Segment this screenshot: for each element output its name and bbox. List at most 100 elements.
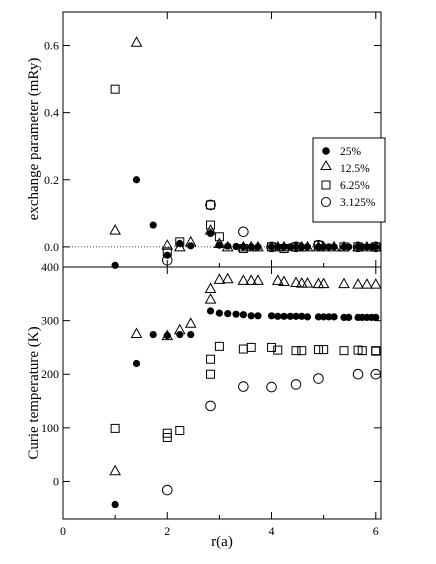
top-data-point-circle (352, 241, 364, 253)
bottom-data-point-filled-circle (298, 312, 306, 320)
top-data-point-square (206, 200, 216, 210)
bottom-data-point-square (297, 346, 307, 356)
legend-marker-circle (321, 197, 331, 207)
top-data-point-filled-circle (132, 176, 141, 184)
top-data-point-square (110, 84, 120, 94)
top-data-point-circle (161, 254, 173, 266)
bottom-data-point-square (110, 423, 120, 433)
bottom-data-point-filled-circle (149, 330, 157, 339)
top-data-point-triangle (237, 240, 250, 252)
bottom-data-point-square (162, 428, 172, 438)
top-data-point-filled-circle (267, 243, 276, 251)
top-ytick-label: 0.2 (44, 173, 59, 187)
bottom-data-point-triangle (338, 277, 350, 289)
bottom-data-point-triangle (245, 274, 258, 285)
bottom-data-point-square (339, 346, 349, 356)
xtick-label: 0 (60, 524, 66, 538)
bottom-data-point-triangle (109, 464, 121, 476)
bottom-ytick-label: 300 (41, 314, 59, 328)
top-ytick-label: 0.4 (44, 106, 59, 120)
bottom-data-point-circle (313, 373, 324, 384)
bottom-data-point-square (371, 346, 381, 356)
bottom-data-point-triangle (369, 278, 382, 289)
bottom-ytick-label: 400 (41, 260, 59, 274)
top-data-point-triangle (204, 224, 217, 235)
bottom-data-point-circle (205, 400, 216, 412)
bottom-data-point-filled-circle (314, 313, 323, 321)
bottom-data-point-circle (352, 368, 364, 380)
top-data-point-square (279, 244, 289, 254)
top-data-point-square (175, 237, 185, 247)
top-data-point-filled-circle (345, 243, 353, 251)
top-data-point-filled-circle (149, 221, 157, 229)
x-axis-title: r(a) (211, 534, 233, 550)
bottom-data-point-triangle (237, 274, 250, 285)
bottom-ytick-label: 100 (41, 421, 59, 435)
top-data-point-filled-circle (232, 242, 240, 251)
bottom-data-point-filled-circle (274, 312, 282, 320)
bottom-data-point-filled-circle (254, 312, 262, 320)
bottom-data-point-square (246, 342, 256, 352)
top-data-point-circle (205, 199, 216, 211)
top-data-point-triangle (301, 240, 314, 252)
bottom-data-point-triangle (204, 282, 217, 293)
top-data-point-filled-circle (111, 261, 119, 269)
top-ytick-label: 0.0 (44, 240, 59, 254)
bottom-data-point-triangle (312, 277, 325, 289)
top-data-point-square (339, 242, 349, 252)
bottom-data-point-triangle (278, 275, 290, 286)
top-data-point-circle (266, 241, 277, 253)
top-data-point-triangle (213, 237, 226, 249)
bottom-data-point-triangle (252, 274, 264, 285)
legend-label-12-5: 12.5% (340, 163, 370, 175)
top-data-point-circle (238, 226, 249, 238)
bottom-data-point-filled-circle (224, 310, 232, 318)
bottom-data-point-triangle (290, 276, 302, 288)
top-data-point-triangle (328, 240, 340, 252)
bottom-data-point-triangle (352, 278, 364, 289)
bottom-data-point-triangle (317, 277, 330, 289)
top-data-point-triangle (252, 240, 264, 252)
bottom-ytick-label: 200 (41, 367, 59, 381)
bottom-data-point-square (291, 346, 301, 356)
bottom-data-point-filled-circle (176, 330, 184, 339)
bottom-data-point-filled-circle (303, 313, 312, 321)
legend: 25% 12.5% 6.25% 3.125% (312, 137, 386, 223)
top-data-point-square (291, 242, 301, 252)
bottom-data-point-square (206, 354, 216, 364)
bottom-data-point-filled-circle (239, 311, 247, 319)
bottom-data-point-triangle (161, 329, 174, 341)
bottom-data-point-filled-circle (187, 330, 195, 339)
bottom-data-point-triangle (271, 274, 284, 285)
top-data-point-square (206, 220, 216, 230)
top-data-point-triangle (161, 239, 174, 250)
top-data-point-triangle (130, 36, 143, 47)
top-data-point-square (214, 232, 224, 242)
bottom-data-point-filled-circle (132, 359, 141, 368)
bottom-data-point-circle (266, 381, 277, 393)
top-data-point-filled-circle (206, 229, 215, 238)
bottom-data-point-square (313, 345, 323, 355)
bottom-data-point-circle (238, 381, 249, 392)
top-data-point-square (371, 242, 381, 252)
top-data-point-triangle (317, 240, 330, 252)
bottom-data-point-filled-circle (286, 312, 294, 320)
bottom-data-point-filled-circle (325, 313, 333, 321)
bottom-data-point-triangle (221, 272, 234, 284)
top-data-point-triangle (109, 224, 121, 235)
bottom-data-point-triangle (295, 277, 308, 288)
bottom-data-point-square (214, 341, 224, 351)
xtick-label: 2 (164, 524, 170, 538)
bottom-plot-frame (62, 266, 382, 520)
legend-label-25: 25% (340, 146, 362, 158)
top-data-point-triangle (278, 240, 290, 252)
points-layer (109, 36, 382, 509)
legend-marker-triangle (320, 160, 332, 170)
bottom-data-point-triangle (184, 317, 197, 328)
bottom-data-point-filled-circle (232, 310, 240, 318)
legend-label-3-125: 3.125% (340, 197, 376, 209)
top-data-point-triangle (184, 235, 197, 247)
bottom-data-point-triangle (213, 273, 226, 284)
bottom-data-point-triangle (204, 293, 217, 304)
